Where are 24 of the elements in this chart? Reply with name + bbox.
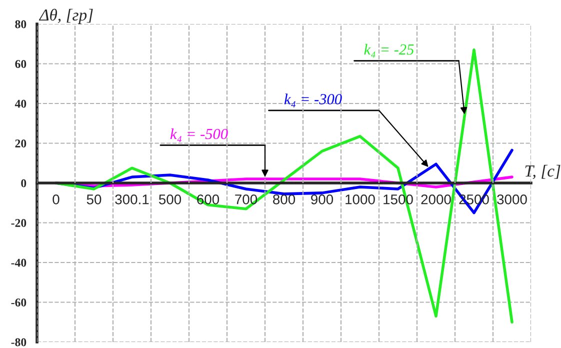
text: k₄ = -25	[364, 44, 414, 58]
text: k₄ = -300	[284, 94, 342, 108]
x-tick-label: 700	[235, 194, 258, 204]
y-tick-label: -60	[11, 298, 26, 306]
y-tick-label: 80	[15, 20, 26, 28]
x-tick-label: 300.1	[115, 194, 149, 204]
y-axis-title: Δθ, [гр]	[38, 8, 93, 24]
text: k₄ = -500	[170, 128, 228, 142]
x-axis-title: T, [c]	[525, 164, 560, 180]
x-tick-label: 0	[52, 194, 60, 204]
y-tick-label: -80	[11, 338, 26, 346]
y-tick-label: -40	[11, 258, 26, 267]
x-tick-label: 800	[273, 194, 296, 204]
y-tick-label: 20	[15, 139, 26, 148]
y-tick-label: 40	[14, 100, 26, 108]
y-tick-label: -20	[11, 218, 26, 227]
x-tick-label: 3000	[497, 194, 527, 204]
y-tick-label: 0	[21, 179, 26, 188]
x-tick-label: 500	[158, 194, 182, 204]
x-tick-label: 1000	[346, 194, 375, 204]
y-tick-label: 60	[15, 60, 26, 68]
x-tick-label: 50	[86, 194, 102, 204]
x-tick-label: 2000	[421, 194, 451, 204]
x-tick-label: 900	[311, 194, 334, 204]
